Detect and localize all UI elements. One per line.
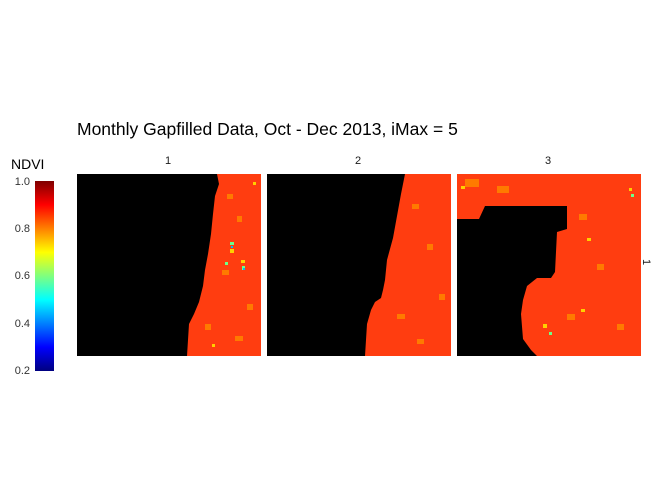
legend-tick: 0.2 xyxy=(14,365,30,377)
legend-tick: 1.0 xyxy=(14,176,30,188)
heatmap-panel-2 xyxy=(267,174,451,356)
facet-strip-label: 2 xyxy=(354,155,362,167)
facet-strip-label: 3 xyxy=(544,155,552,167)
legend-tick: 0.6 xyxy=(14,270,30,282)
chart-title: Monthly Gapfilled Data, Oct - Dec 2013, … xyxy=(77,119,458,139)
legend-tick: 0.8 xyxy=(14,223,30,235)
facet-strip-label: 1 xyxy=(164,155,172,167)
legend-tick: 0.4 xyxy=(14,318,30,330)
heatmap-panel-3 xyxy=(457,174,641,356)
legend-title: NDVI xyxy=(11,156,45,172)
heatmap-panel-1 xyxy=(77,174,261,356)
facet-row-label: 1 xyxy=(640,258,653,266)
ndvi-colorbar xyxy=(35,181,54,371)
